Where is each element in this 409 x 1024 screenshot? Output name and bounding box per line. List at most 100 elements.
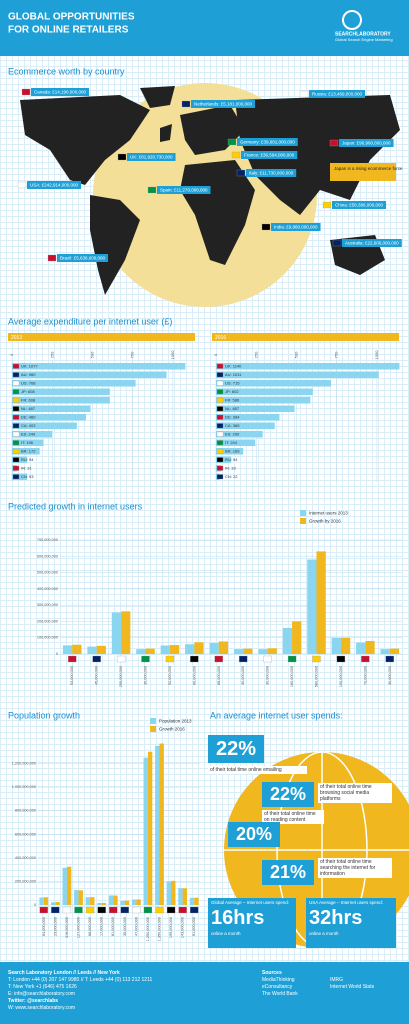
value-label: IN: 31 xyxy=(21,466,32,471)
value-label: UK: 1077 xyxy=(21,364,38,369)
bar xyxy=(12,405,91,412)
value-label: NL: 487 xyxy=(21,406,36,411)
panel-title: 2016 xyxy=(215,335,226,341)
bar xyxy=(307,559,317,654)
flag xyxy=(12,380,20,386)
flag xyxy=(12,363,20,369)
x-tick-label: 35,000,000 xyxy=(123,917,127,936)
bar xyxy=(39,897,44,905)
bar xyxy=(160,645,170,654)
footer: Search Laboratory London // Leeds // New… xyxy=(0,962,409,1024)
bar xyxy=(136,899,141,905)
bar xyxy=(101,902,107,905)
flag xyxy=(236,169,246,177)
hours-label: Global Average – Internet users spend: xyxy=(211,900,289,905)
value-label: CA: 403 xyxy=(21,423,36,428)
bar xyxy=(233,649,244,654)
x-tick-label: 30,000,000 xyxy=(266,666,270,685)
bar xyxy=(12,448,40,455)
hours-label: USA Average – Internet users spend: xyxy=(309,900,383,905)
label-box xyxy=(339,139,394,147)
label-box xyxy=(157,186,211,194)
map-label: Australia: £22,606,000,000 xyxy=(345,241,399,246)
flag xyxy=(12,414,20,420)
x-tick-label: 47,000,000 xyxy=(134,917,138,936)
hours-unit: online a month xyxy=(211,931,241,936)
bar xyxy=(108,895,114,905)
bar xyxy=(74,890,79,905)
map-label: Canada: £14,190,000,000 xyxy=(34,90,87,95)
value-label: AU: 960 xyxy=(21,372,36,377)
x-tick-label: 316,000,000 xyxy=(65,917,69,938)
flag xyxy=(68,655,77,663)
bar xyxy=(365,640,375,654)
flag xyxy=(216,465,224,471)
value-label: RU: 94 xyxy=(225,457,238,462)
x-tick-label: 1,350,000,000 xyxy=(158,917,162,941)
x-tick-label: 30,000,000 xyxy=(241,666,245,685)
flag xyxy=(120,906,129,914)
flag xyxy=(132,906,141,914)
pct-text: of their total time online emailing xyxy=(208,766,307,774)
contact-line: E: info@searchlaboratory.com xyxy=(8,991,75,997)
y-tick-label: 800,000,000 xyxy=(15,809,36,813)
flag xyxy=(21,88,31,96)
note-box xyxy=(330,163,396,181)
flag xyxy=(12,372,20,378)
flag xyxy=(227,138,237,146)
x-tick-label: 500 xyxy=(294,351,299,358)
pct-text: of their total online time browsing soci… xyxy=(318,783,392,803)
bar xyxy=(12,473,27,480)
bar xyxy=(267,648,277,654)
contact-line: Search Laboratory London // Leeds // New… xyxy=(8,970,120,976)
section-title: Population growth xyxy=(8,710,80,720)
value-label: BR: 172 xyxy=(21,449,36,454)
value-label: BR: 169 xyxy=(225,449,240,454)
flag xyxy=(231,151,241,159)
bar xyxy=(194,642,204,654)
flag xyxy=(12,397,20,403)
flag xyxy=(12,474,20,480)
value-label: JP: 608 xyxy=(21,389,35,394)
legend-label: Population 2013 xyxy=(159,719,192,724)
flag xyxy=(85,906,95,914)
flag xyxy=(109,906,118,914)
flag xyxy=(385,655,394,663)
bar xyxy=(331,637,341,654)
flag xyxy=(216,397,224,403)
section-title: An average internet user spends: xyxy=(210,710,343,720)
flag xyxy=(216,406,224,412)
y-tick-label: 0 xyxy=(34,903,36,907)
value-label: FR: 586 xyxy=(225,398,240,403)
y-tick-label: 1,000,000,000 xyxy=(12,785,36,789)
x-tick-label: 30,000,000 xyxy=(144,666,148,685)
label-box xyxy=(246,169,297,177)
flag xyxy=(216,389,224,395)
x-tick-label: 1000 xyxy=(374,350,379,360)
map-label: France: £36,594,000,000 xyxy=(244,153,295,158)
bar xyxy=(169,645,180,654)
flag xyxy=(178,906,187,914)
flag xyxy=(97,906,106,914)
value-label: AU: 1011 xyxy=(225,372,242,377)
bar xyxy=(120,900,125,905)
value-label: RU: 94 xyxy=(21,457,34,462)
bar xyxy=(72,644,82,654)
x-tick-label: 0 xyxy=(9,353,14,356)
value-label: IN: 33 xyxy=(225,466,236,471)
panel-header xyxy=(8,333,195,341)
flag xyxy=(165,655,175,663)
hours-value: 16hrs xyxy=(211,907,265,929)
value-label: IT: 196 xyxy=(21,440,34,445)
bar xyxy=(159,743,164,905)
y-tick-label: 0 xyxy=(56,652,58,656)
source: IMRG xyxy=(330,977,344,983)
bar xyxy=(216,380,332,387)
y-tick-label: 400,000,000 xyxy=(15,856,36,860)
bar xyxy=(178,888,183,905)
x-tick-label: 143,000,000 xyxy=(181,917,185,938)
bar xyxy=(43,897,49,905)
flag xyxy=(190,655,199,663)
bar xyxy=(96,645,106,654)
legend-swatch xyxy=(300,518,306,524)
